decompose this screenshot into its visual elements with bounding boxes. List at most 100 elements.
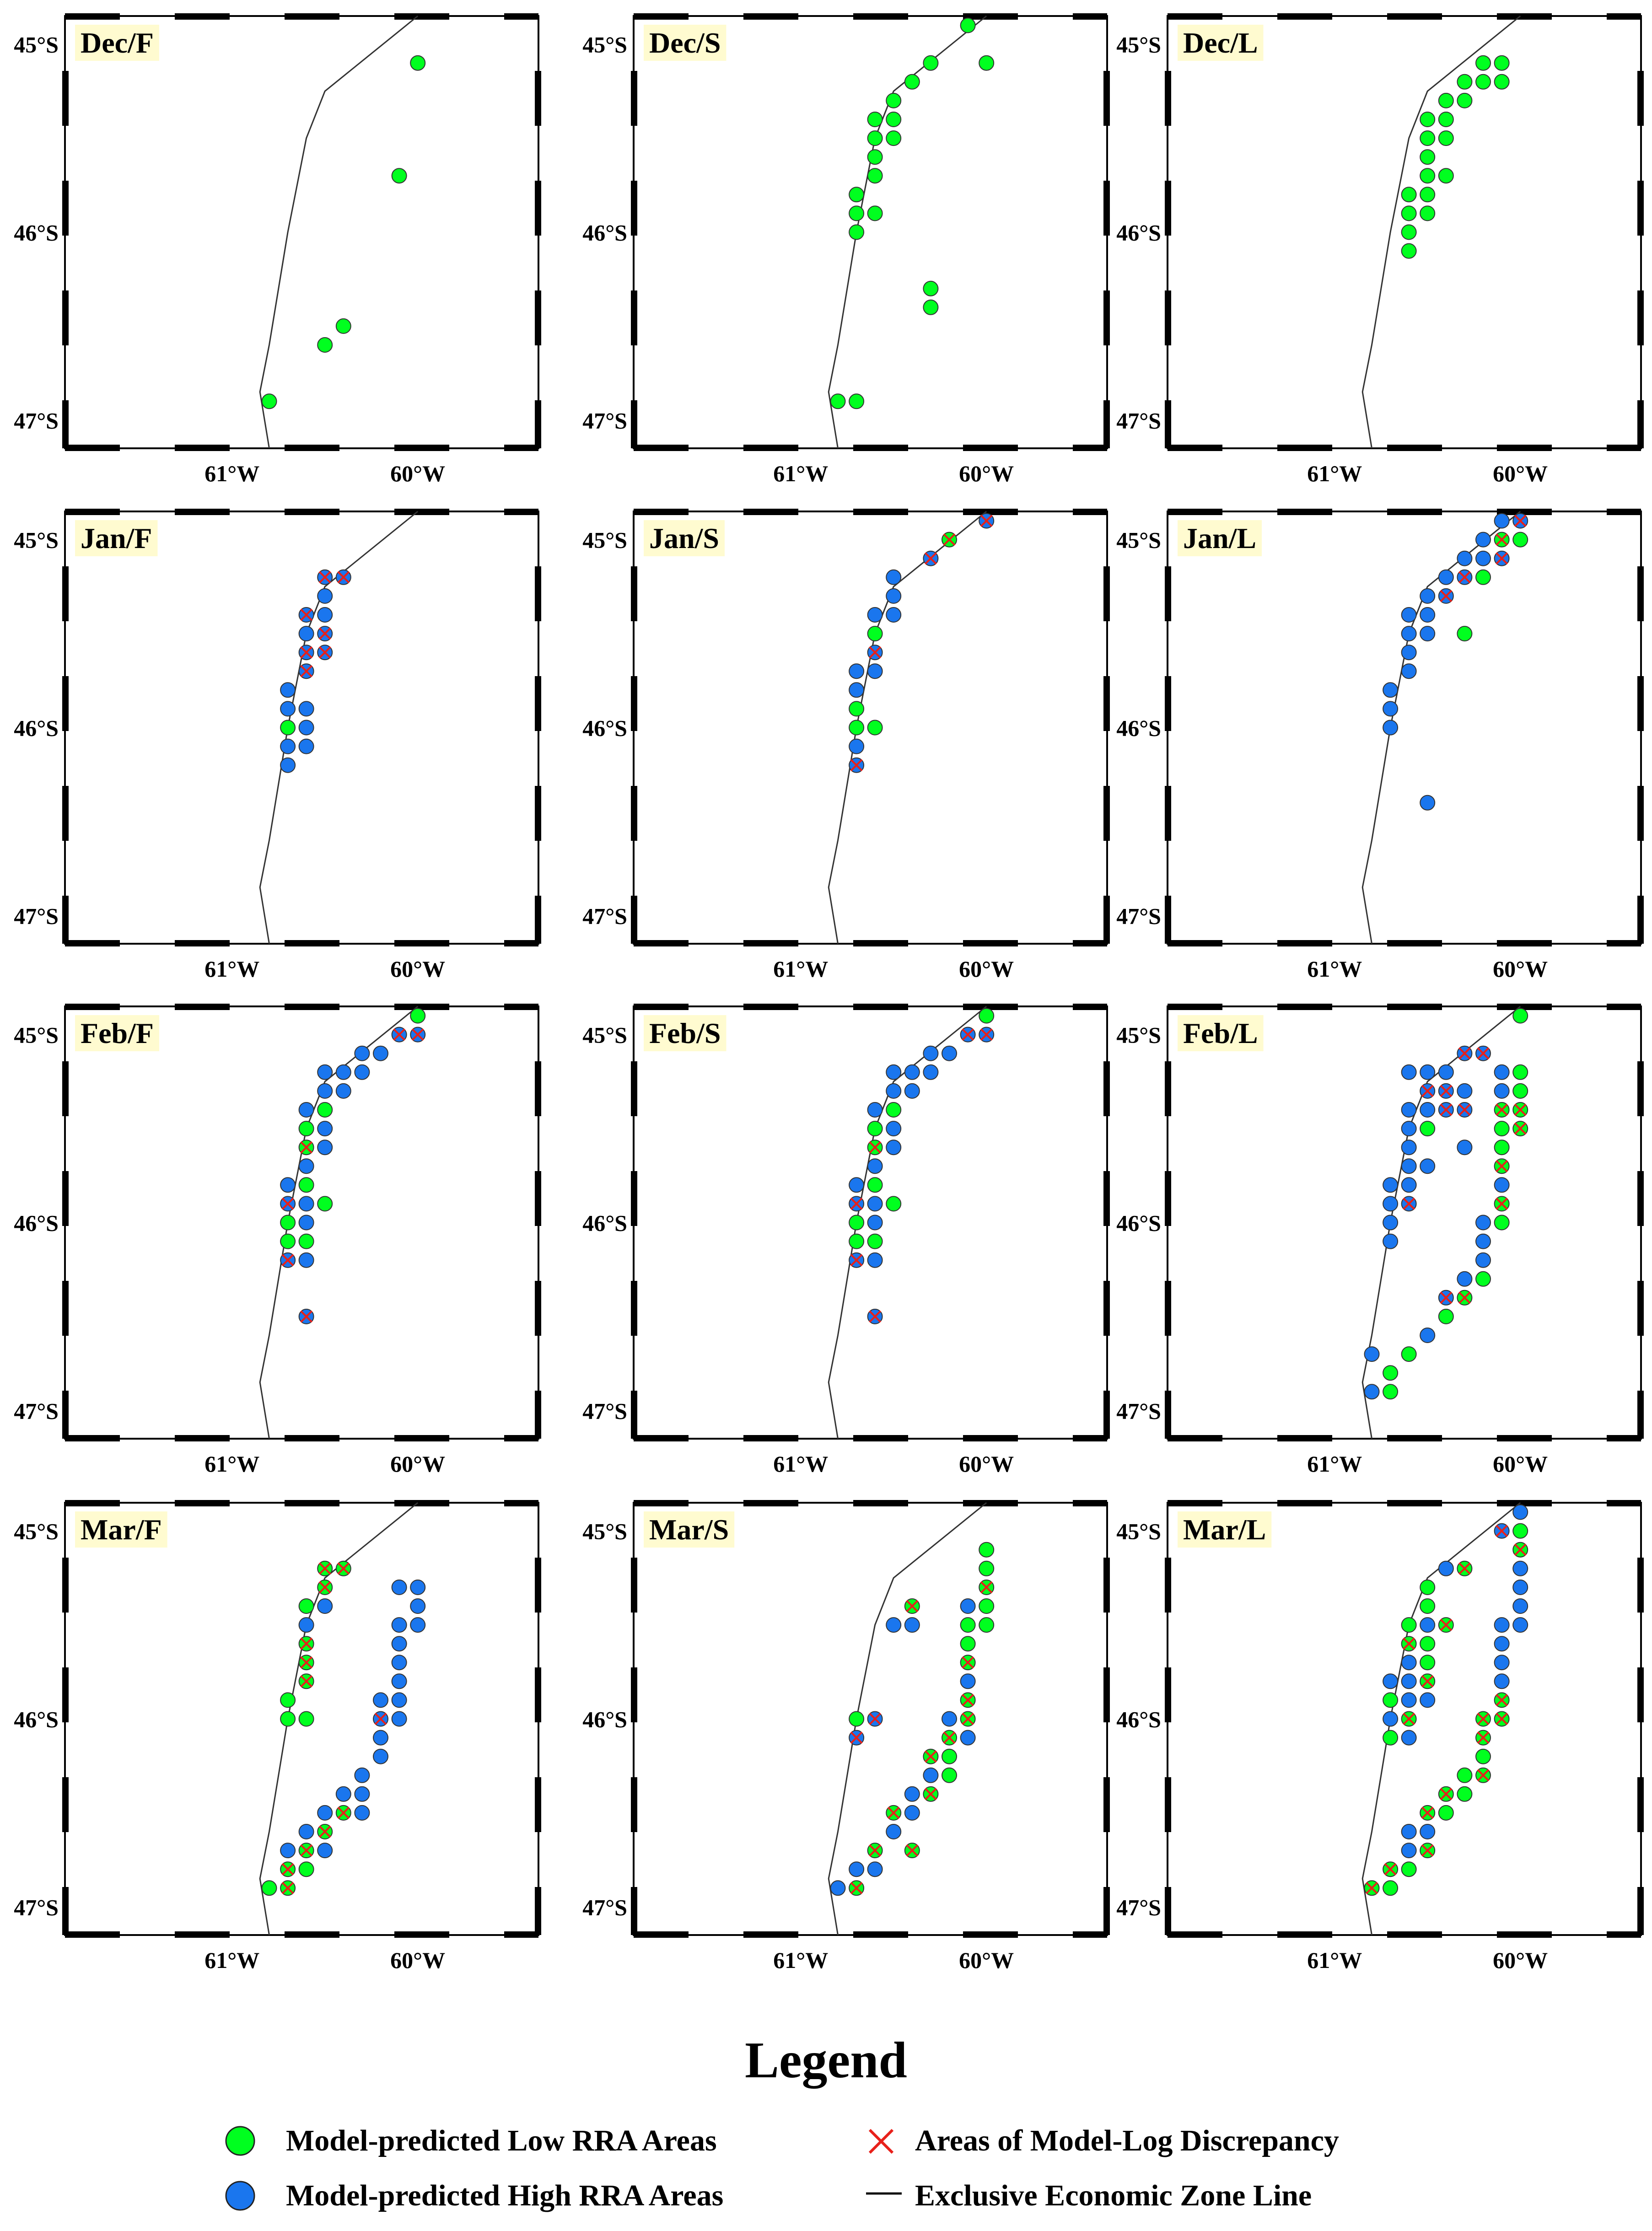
discrepancy-cross — [337, 571, 350, 584]
frame-tick-bottom — [394, 940, 449, 946]
discrepancy-cross — [1496, 1713, 1508, 1725]
frame-tick-right — [535, 71, 541, 126]
high-rra-point — [867, 607, 883, 623]
discrepancy-cross — [1477, 1731, 1490, 1744]
high-rra-point — [280, 757, 296, 773]
high-rra-point — [904, 1786, 920, 1802]
high-rra-point — [1383, 1177, 1399, 1193]
high-rra-marker-icon — [225, 2181, 255, 2211]
high-rra-point — [1420, 1102, 1436, 1118]
frame-tick-top — [634, 1004, 689, 1010]
frame-tick-right — [1103, 1171, 1110, 1226]
frame-tick-top — [963, 13, 1018, 20]
high-rra-point — [1475, 1215, 1491, 1231]
frame-tick-top — [1277, 1500, 1332, 1506]
lon-tick-label: 61°W — [773, 956, 828, 982]
high-rra-point — [1512, 1579, 1528, 1595]
discrepancy-cross — [318, 1825, 331, 1838]
discrepancy-cross — [300, 1310, 313, 1323]
frame-tick-right — [1103, 566, 1110, 621]
low-rra-point — [886, 92, 902, 108]
frame-tick-left — [1165, 1061, 1171, 1116]
frame-tick-top — [1497, 509, 1552, 515]
discrepancy-cross — [850, 1731, 863, 1744]
discrepancy-cross — [337, 1562, 350, 1575]
low-rra-point — [1420, 187, 1436, 203]
low-rra-point — [1512, 1523, 1528, 1539]
frame-tick-left — [62, 1281, 69, 1336]
frame-tick-bottom — [1073, 445, 1107, 451]
high-rra-point — [1494, 1636, 1510, 1652]
low-rra-point — [979, 1617, 995, 1633]
lat-tick-label: 47°S — [1116, 903, 1161, 929]
frame-tick-top — [1497, 13, 1552, 20]
high-rra-point — [1420, 1064, 1436, 1080]
frame-tick-left — [631, 1667, 637, 1722]
lat-tick-label: 46°S — [582, 1210, 627, 1236]
frame-tick-right — [1103, 896, 1110, 944]
lon-tick-label: 60°W — [1493, 956, 1548, 982]
low-rra-point — [923, 299, 939, 315]
discrepancy-cross — [1496, 533, 1508, 546]
high-rra-point — [298, 626, 314, 642]
legend-title: Legend — [745, 2032, 907, 2089]
lon-tick-label: 60°W — [1493, 1947, 1548, 1973]
high-rra-point — [1475, 550, 1491, 566]
frame-tick-right — [1103, 290, 1110, 345]
panel-label: Feb/F — [81, 1017, 154, 1049]
high-rra-point — [1383, 720, 1399, 736]
discrepancy-cross — [1458, 571, 1471, 584]
low-rra-point — [960, 1636, 976, 1652]
low-rra-point — [298, 1233, 314, 1249]
discrepancy-cross — [1440, 1103, 1453, 1116]
frame-tick-bottom — [394, 1435, 449, 1441]
lat-tick-label: 47°S — [14, 1894, 59, 1920]
panel-label-bg — [75, 1015, 159, 1051]
map-panel-feb-s: Feb/S 45°S 46°S 47°S 61°W 60°W — [582, 1004, 1110, 1477]
lon-tick-label: 60°W — [390, 1451, 445, 1477]
frame-tick-bottom — [853, 940, 908, 946]
high-rra-point — [830, 1880, 846, 1896]
lon-tick-label: 61°W — [1307, 1451, 1362, 1477]
frame-tick-right — [535, 1667, 541, 1722]
high-rra-point — [373, 1692, 388, 1708]
frame-tick-top — [394, 1500, 449, 1506]
map-panel-dec-l: Dec/L 45°S 46°S 47°S 61°W 60°W — [1116, 13, 1644, 486]
low-rra-point — [1401, 243, 1417, 259]
frame-tick-bottom — [1607, 1435, 1641, 1441]
frame-tick-left — [1165, 71, 1171, 126]
frame-tick-top — [1277, 1004, 1332, 1010]
frame-tick-bottom — [285, 1931, 339, 1938]
frame-tick-top — [504, 1004, 538, 1010]
low-rra-point — [849, 720, 865, 736]
panel-label: Dec/L — [1183, 27, 1258, 59]
discrepancy-cross — [869, 1713, 882, 1725]
high-rra-point — [867, 1158, 883, 1174]
discrepancy-cross — [924, 1788, 937, 1801]
frame-tick-bottom — [175, 445, 230, 451]
discrepancy-cross — [850, 1882, 863, 1894]
frame-tick-top — [1277, 13, 1332, 20]
high-rra-point — [317, 607, 333, 623]
frame-tick-right — [1103, 71, 1110, 126]
high-rra-point — [298, 738, 314, 754]
high-rra-point — [317, 1805, 333, 1821]
frame-tick-right — [1103, 1281, 1110, 1336]
frame-tick-bottom — [65, 940, 120, 946]
low-rra-point — [1494, 55, 1510, 71]
high-rra-point — [867, 1215, 883, 1231]
low-rra-point — [886, 1102, 902, 1118]
frame-tick-left — [631, 896, 637, 944]
frame-tick-bottom — [634, 1435, 689, 1441]
discrepancy-cross — [1458, 1047, 1471, 1060]
discrepancy-cross — [281, 1863, 294, 1876]
high-rra-point — [867, 663, 883, 679]
lat-tick-label: 45°S — [582, 1519, 627, 1544]
low-rra-point — [1420, 1121, 1436, 1137]
frame-tick-top — [743, 509, 798, 515]
discrepancy-cross — [869, 1310, 882, 1323]
high-rra-point — [1383, 682, 1399, 698]
eez-line — [259, 15, 419, 449]
low-rra-point — [942, 1767, 957, 1783]
low-rra-point — [886, 112, 902, 127]
